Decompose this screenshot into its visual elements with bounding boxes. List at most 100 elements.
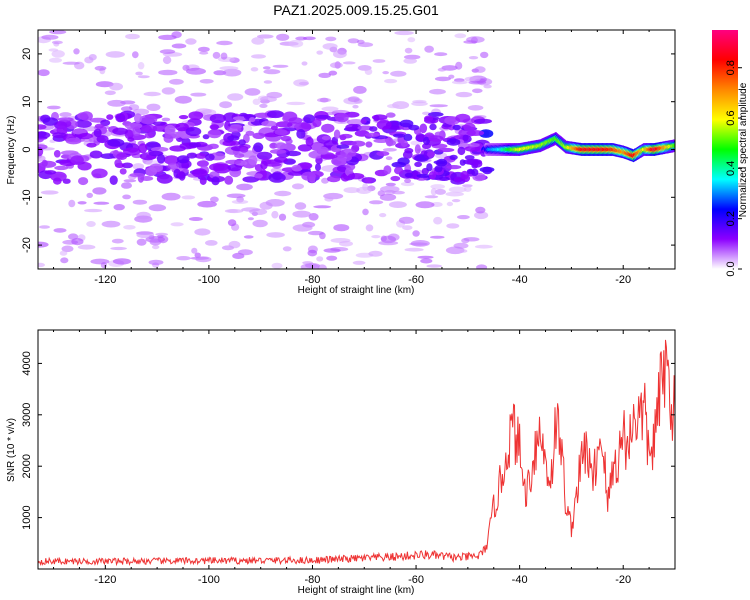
snr-series-line bbox=[38, 339, 675, 567]
spectrogram-cell bbox=[325, 36, 337, 42]
spectrogram-cell bbox=[182, 64, 190, 71]
spectrogram-cell bbox=[95, 81, 114, 88]
spectrogram-cell bbox=[73, 48, 80, 55]
spectrogram-cell bbox=[260, 96, 277, 103]
spectrogram-cell bbox=[394, 166, 404, 175]
spectrogram-cell bbox=[171, 31, 182, 39]
spectrogram-cell bbox=[287, 171, 306, 176]
spectrogram-cell bbox=[100, 119, 111, 127]
spectrogram-cell bbox=[169, 78, 184, 85]
spectrogram-cell bbox=[314, 114, 331, 119]
spectrogram-cell bbox=[317, 264, 327, 269]
spectrogram-cell bbox=[445, 191, 464, 197]
colorbar-tick-label: 0.0 bbox=[725, 261, 737, 276]
spectrogram-cell bbox=[135, 71, 143, 76]
spectrogram-cell bbox=[372, 59, 386, 63]
spectrogram-cell bbox=[364, 177, 373, 184]
spectrogram-cell bbox=[352, 260, 366, 265]
spectrogram-cell bbox=[316, 256, 324, 262]
spectrogram-cell bbox=[227, 126, 242, 133]
colorbar-tick-label: 0.8 bbox=[725, 60, 737, 75]
spectrogram-cell bbox=[379, 213, 387, 218]
spectrogram-cell bbox=[466, 168, 475, 175]
spectrogram-cell bbox=[403, 58, 418, 64]
spectrogram-cell bbox=[463, 123, 476, 132]
spectrogram-cell bbox=[430, 235, 445, 239]
spectrogram-cell bbox=[364, 68, 373, 75]
spectrogram-x-tick-label: -100 bbox=[198, 274, 220, 286]
spectrogram-cell bbox=[282, 246, 292, 252]
spectrogram-cell bbox=[227, 209, 238, 213]
spectrogram-cell bbox=[51, 50, 65, 58]
spectrogram-cell bbox=[466, 158, 483, 166]
spectrogram-cell bbox=[407, 37, 416, 43]
snr-x-tick-label: -100 bbox=[198, 574, 220, 586]
spectrogram-cell bbox=[324, 196, 334, 202]
spectrogram-cell bbox=[122, 147, 141, 156]
spectrogram-cell bbox=[340, 148, 357, 158]
snr-frame bbox=[37, 329, 676, 570]
spectrogram-cell bbox=[285, 150, 302, 157]
spectrogram-cell bbox=[77, 201, 87, 205]
spectrogram-cell bbox=[437, 67, 447, 72]
spectrogram-cell bbox=[672, 143, 675, 148]
spectrogram-cell bbox=[288, 117, 303, 124]
spectrogram-cell bbox=[52, 132, 67, 139]
spectrogram-cell bbox=[136, 238, 147, 246]
spectrogram-cell bbox=[251, 54, 266, 59]
spectrogram-y-axis-label: Frequency (Hz) bbox=[6, 116, 17, 185]
spectrogram-cell bbox=[199, 79, 214, 84]
spectrogram-cell bbox=[452, 124, 461, 131]
spectrogram-cell bbox=[116, 152, 128, 160]
spectrogram-cell bbox=[426, 264, 443, 268]
spectrogram-cell bbox=[327, 175, 341, 183]
spectrogram-cell bbox=[186, 152, 197, 159]
snr-y-tick-label: 3000 bbox=[21, 403, 33, 427]
spectrogram-cell bbox=[426, 151, 435, 158]
snr-y-tick-label: 2000 bbox=[21, 454, 33, 478]
spectrogram-cell bbox=[268, 172, 286, 183]
spectrogram-cell bbox=[294, 202, 307, 210]
snr-axes: -120 -100 -80 -60 -40 -20 1000 2000 3000 4000 bbox=[21, 330, 676, 586]
spectrogram-cell bbox=[49, 173, 66, 178]
spectrogram-cell bbox=[399, 119, 414, 128]
spectrogram-cell bbox=[170, 222, 184, 227]
spectrogram-cell bbox=[112, 127, 128, 135]
spectrogram-cell bbox=[115, 113, 126, 123]
spectrogram-cell bbox=[256, 151, 273, 160]
spectrogram-cell bbox=[104, 90, 116, 96]
spectrogram-cell bbox=[376, 151, 390, 157]
spectrogram-cell bbox=[242, 176, 259, 183]
spectrogram-cell bbox=[301, 171, 316, 181]
spectrogram-cell bbox=[164, 124, 176, 135]
spectrogram-cell bbox=[320, 154, 338, 159]
spectrogram-cell bbox=[414, 144, 421, 155]
spectrogram-cell bbox=[459, 249, 468, 253]
spectrogram-cell bbox=[121, 162, 133, 169]
spectrogram-cell bbox=[474, 66, 486, 73]
spectrogram-cell bbox=[245, 130, 255, 136]
spectrogram-cell bbox=[176, 256, 191, 261]
spectrogram-cell bbox=[323, 248, 341, 253]
spectrogram-cell bbox=[155, 232, 168, 236]
spectrogram-cell bbox=[105, 51, 126, 58]
spectrogram-cell bbox=[412, 230, 420, 237]
spectrogram-cell bbox=[70, 155, 84, 165]
spectrogram-cell bbox=[271, 210, 279, 219]
spectrogram-cell bbox=[449, 154, 458, 160]
spectrogram-cell bbox=[68, 199, 76, 208]
spectrogram-cell bbox=[38, 69, 50, 77]
spectrogram-cell bbox=[259, 103, 268, 108]
spectrogram-cell bbox=[390, 70, 407, 77]
spectrogram-cell bbox=[453, 176, 463, 183]
spectrogram-cell bbox=[455, 61, 463, 70]
spectrogram-cell bbox=[308, 213, 319, 221]
spectrogram-cell bbox=[463, 40, 477, 44]
spectrogram-cell bbox=[80, 111, 93, 121]
spectrogram-cell bbox=[96, 135, 109, 144]
spectrogram-cell bbox=[123, 225, 136, 230]
spectrogram-cell bbox=[397, 157, 410, 165]
spectrogram-cell bbox=[228, 240, 241, 249]
spectrogram-cell bbox=[271, 262, 283, 269]
spectrogram-cell bbox=[385, 182, 396, 187]
